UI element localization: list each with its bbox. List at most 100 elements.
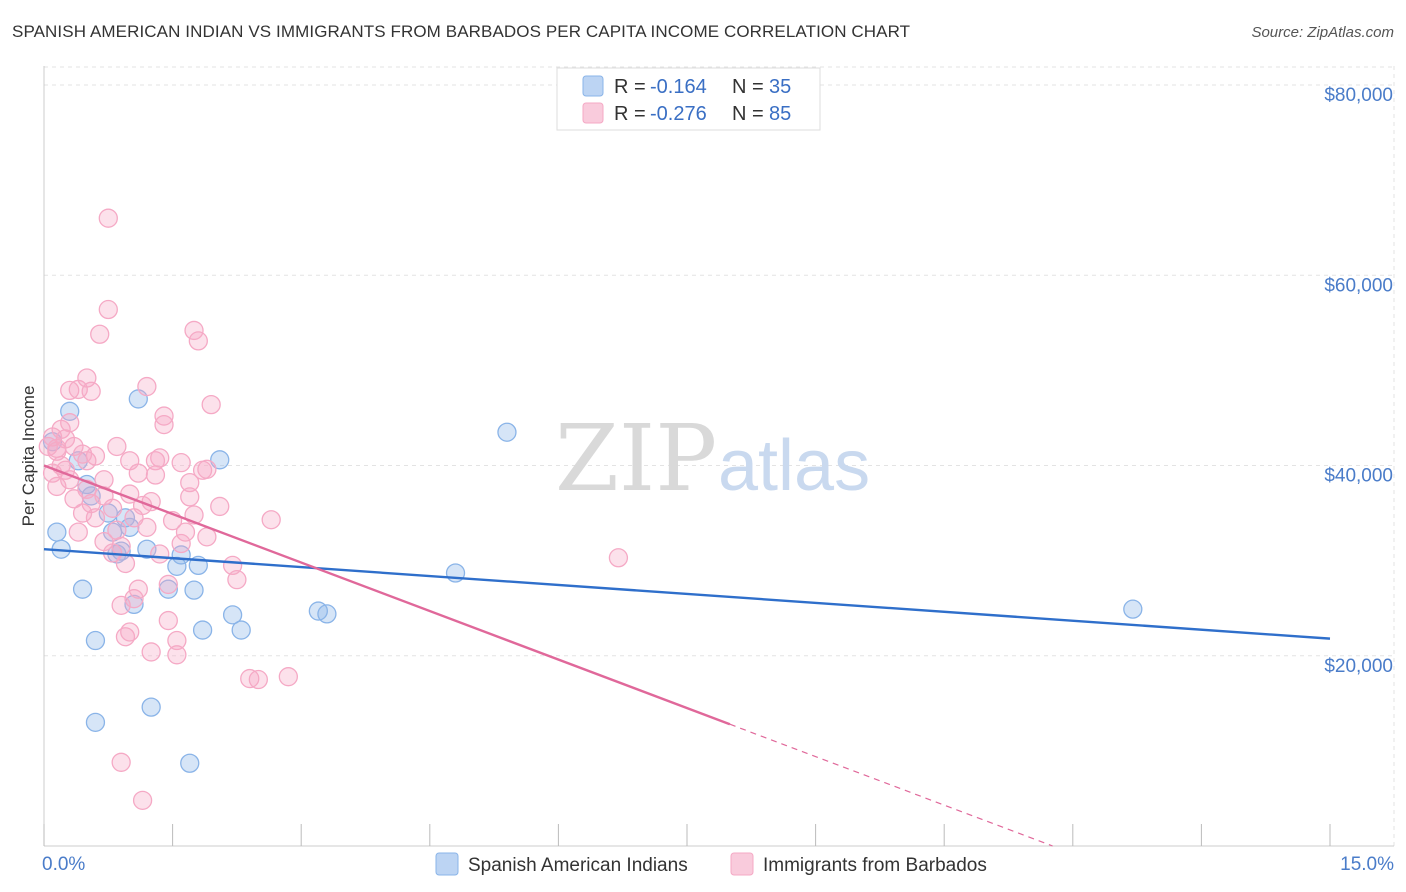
legend-r-value-2: -0.276 [650,103,707,125]
watermark-atlas: atlas [718,426,870,506]
point-s1-67 [72,503,93,523]
point-s1-19 [98,208,118,228]
legend-swatch-pink [582,102,604,124]
point-s0-27 [231,620,251,640]
point-s1-30 [128,463,148,483]
legend-n-label-1: N = [732,76,764,98]
point-s1-75 [158,610,178,631]
legend-n-label-2: N = [732,103,764,125]
point-s1-81 [120,622,140,642]
trend-line-dashed-s1 [729,723,1053,847]
point-s1-57 [248,669,268,690]
y-axis-label: Per Capita Income [19,386,38,527]
point-s0-2 [60,401,80,421]
point-s1-42 [167,630,187,651]
point-s1-59 [278,667,298,687]
trend-line-s0 [43,548,1331,640]
legend-n-value-1: 35 [769,76,791,98]
series-legend-swatch-pink [730,852,754,876]
point-s1-80 [608,548,629,568]
point-s0-17 [141,697,161,717]
point-s1-9 [68,522,88,542]
x-ticks [43,824,1331,846]
point-s1-61 [132,790,153,810]
point-s1-45 [175,522,196,542]
point-s1-72 [128,579,148,599]
point-s0-33 [47,522,67,542]
point-s1-29 [124,589,144,609]
point-s1-68 [85,446,106,466]
point-s1-46 [180,472,200,493]
point-s1-44 [171,453,191,473]
point-s1-32 [137,376,157,397]
point-s0-26 [222,605,243,625]
point-s1-84 [47,438,67,459]
y-tick-label-3: $80,000 [1324,85,1393,106]
legend-r-value-1: -0.164 [650,76,707,98]
point-s1-71 [115,553,136,574]
point-s0-6 [85,712,106,732]
point-s1-33 [137,517,157,537]
series-legend: Spanish American Indians Immigrants from… [435,852,987,876]
point-s0-7 [85,630,106,651]
point-s0-29 [317,604,337,624]
point-s0-25 [210,450,230,470]
point-s1-43 [167,645,187,665]
point-s1-77 [180,487,200,507]
point-s1-16 [90,324,110,344]
point-s1-53 [210,496,230,517]
point-s0-22 [184,580,204,600]
y-tick-label-2: $60,000 [1324,275,1393,296]
point-s1-82 [107,520,127,540]
legend-n-value-2: 85 [769,103,791,125]
x-tick-label-min: 0.0% [42,854,85,875]
point-s1-63 [47,476,67,497]
point-s1-20 [98,299,118,320]
point-s1-55 [227,570,247,590]
axes [43,66,1394,847]
point-s1-22 [107,436,127,457]
source-label: Source: ZipAtlas.com [1251,24,1394,41]
point-s1-52 [201,394,221,415]
point-s0-4 [72,579,93,599]
x-tick-label-max: 15.0% [1340,854,1394,875]
legend-r-label-2: R = [614,103,646,125]
point-s1-39 [154,414,174,435]
scatter-points [38,208,1143,810]
watermark: ZIP atlas [555,405,870,512]
point-s1-49 [188,331,208,351]
point-s0-31 [497,422,517,442]
point-s0-21 [180,753,200,773]
point-s0-24 [192,620,213,640]
legend-r-label-1: R = [614,76,646,98]
point-s0-18 [158,579,178,599]
point-s1-79 [77,368,97,388]
y-tick-labels: $20,000 $40,000 $60,000 $80,000 [1324,85,1393,677]
point-s1-66 [64,436,84,457]
series-legend-label-blue: Spanish American Indians [468,855,688,876]
point-s1-48 [184,320,204,341]
legend-swatch-blue [582,75,604,97]
point-s1-64 [51,419,71,440]
watermark-zip: ZIP [555,405,717,512]
point-s1-36 [145,465,166,485]
point-s1-60 [111,752,131,772]
point-s0-32 [1123,599,1143,619]
point-s1-37 [150,544,170,564]
point-s1-83 [197,459,217,479]
chart-title: SPANISH AMERICAN INDIAN VS IMMIGRANTS FR… [12,22,911,41]
y-tick-label-0: $20,000 [1324,656,1393,677]
stats-legend: R = -0.164 N = 35 R = -0.276 N = 85 [556,67,821,131]
point-s1-12 [77,479,97,499]
point-s1-40 [158,574,178,595]
point-s1-74 [150,448,170,468]
point-s1-76 [171,533,191,554]
series-legend-label-pink: Immigrants from Barbados [763,855,987,876]
point-s1-34 [141,642,161,662]
y-tick-label-1: $40,000 [1324,466,1393,487]
trend-lines [43,464,1331,847]
point-s1-58 [261,510,281,530]
point-s1-78 [60,380,80,401]
series-legend-swatch-blue [435,852,459,876]
